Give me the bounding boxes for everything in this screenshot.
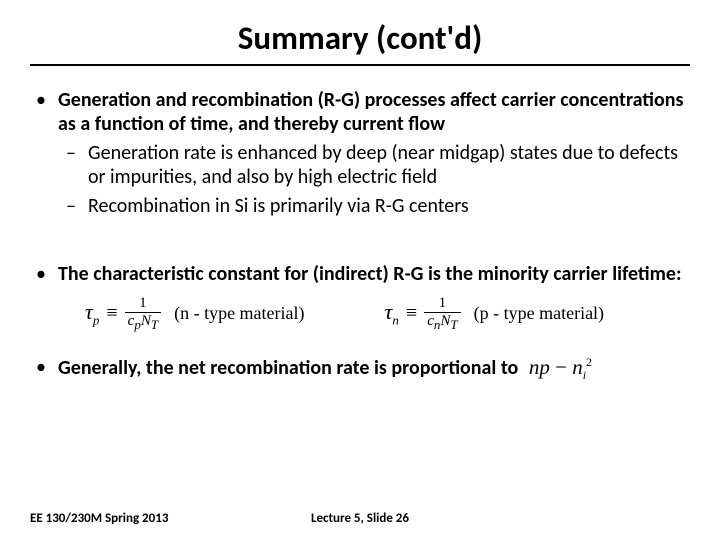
slide: Summary (cont'd) Generation and recombin… bbox=[0, 0, 720, 540]
page-title: Summary (cont'd) bbox=[30, 18, 690, 58]
material-note-n: (n - type material) bbox=[174, 303, 304, 324]
title-underline bbox=[30, 64, 690, 66]
numerator: 1 bbox=[436, 296, 450, 312]
bullet-2: The characteristic constant for (indirec… bbox=[30, 262, 690, 286]
material-note-p: (p - type material) bbox=[474, 303, 604, 324]
slide-footer: EE 130/230M Spring 2013 Lecture 5, Slide… bbox=[30, 511, 690, 526]
fraction-right: 1 cnNT bbox=[424, 296, 460, 331]
tau-symbol: τn bbox=[385, 299, 399, 328]
footer-left: EE 130/230M Spring 2013 bbox=[30, 511, 168, 526]
tau-symbol: τp bbox=[85, 299, 99, 328]
inline-math-npni: np − ni2 bbox=[529, 355, 592, 379]
bullet-1-text: Generation and recombination (R-G) proce… bbox=[58, 88, 683, 136]
equation-tau-n: τn ≡ 1 cnNT (p - type material) bbox=[385, 296, 605, 331]
numerator: 1 bbox=[136, 296, 150, 312]
bullet-1-sub-1: Generation rate is enhanced by deep (nea… bbox=[58, 141, 690, 190]
bullet-list: Generation and recombination (R-G) proce… bbox=[30, 88, 690, 218]
bullet-1-sub-2: Recombination in Si is primarily via R-G… bbox=[58, 194, 690, 218]
bullet-2-text: The characteristic constant for (indirec… bbox=[58, 262, 682, 286]
denominator: cnNT bbox=[424, 312, 460, 331]
equiv-symbol: ≡ bbox=[406, 302, 417, 325]
denominator: cpNT bbox=[125, 312, 161, 331]
bullet-list-2: The characteristic constant for (indirec… bbox=[30, 262, 690, 286]
equiv-symbol: ≡ bbox=[106, 302, 117, 325]
spacer-1 bbox=[30, 226, 690, 262]
bullet-list-3: Generally, the net recombination rate is… bbox=[30, 355, 690, 383]
fraction-left: 1 cpNT bbox=[125, 296, 161, 331]
bullet-1: Generation and recombination (R-G) proce… bbox=[30, 88, 690, 218]
bullet-1-sublist: Generation rate is enhanced by deep (nea… bbox=[58, 141, 690, 218]
spacer-2 bbox=[30, 331, 690, 355]
bullet-3-text: Generally, the net recombination rate is… bbox=[58, 356, 518, 380]
equation-tau-p: τp ≡ 1 cpNT (n - type material) bbox=[85, 296, 305, 331]
bullet-3: Generally, the net recombination rate is… bbox=[30, 355, 690, 383]
equations-row: τp ≡ 1 cpNT (n - type material) τn ≡ 1 c… bbox=[30, 296, 690, 331]
footer-center: Lecture 5, Slide 26 bbox=[311, 511, 409, 526]
